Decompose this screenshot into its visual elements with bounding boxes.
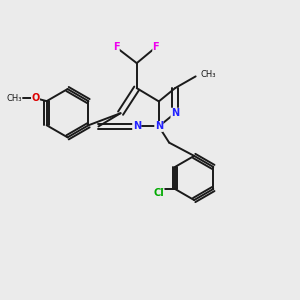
Text: F: F [153, 42, 159, 52]
Text: Cl: Cl [154, 188, 164, 198]
Text: N: N [171, 108, 179, 118]
Text: F: F [113, 42, 119, 52]
Text: N: N [133, 122, 141, 131]
Text: O: O [31, 93, 40, 103]
Text: CH₃: CH₃ [201, 70, 216, 80]
Text: CH₃: CH₃ [6, 94, 22, 103]
Text: N: N [155, 122, 163, 131]
